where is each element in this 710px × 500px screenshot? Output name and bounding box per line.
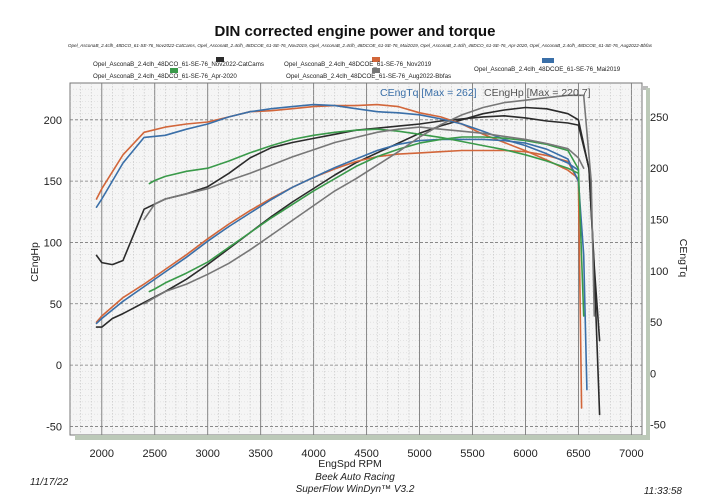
legend-label: Opel_AsconaB_2.4clh_48DCO_61-SE-76_Nov20… [93,61,264,68]
y-tick-label: 150 [44,176,62,188]
x-tick-label: 3500 [248,448,272,460]
series-4-torque-line [148,128,580,185]
x-tick-label: 6000 [513,448,537,460]
legend-label: Opel_AsconaB_2.4clh_48DCOE_61-SE-76_Aug2… [286,73,451,80]
grid [70,83,642,435]
y2-tick-label: 100 [650,266,668,278]
plot-background [69,82,650,440]
y2-tick-label: 150 [650,214,668,226]
y2-tick-label: 250 [650,112,668,124]
series-2-power-line [95,149,583,409]
footer-date: 11/17/22 [30,477,69,488]
series-3-torque-line [95,103,580,208]
power-max-label: CEngHp [Max = 220.7] [484,87,591,99]
legend-entry-1: Opel_AsconaB_2.4clh_48DCO_61-SE-76_Nov20… [93,57,264,68]
x-tick-label: 2000 [90,448,114,460]
x-tick-label: 4500 [354,448,378,460]
series-5-torque-line [143,126,585,221]
x-tick-label: 4000 [301,448,325,460]
y2-tick-label: -50 [650,420,666,432]
y-axis-label: CEngHp [29,242,41,282]
chart-title: DIN corrected engine power and torque [215,23,496,40]
legend-entry-5: Opel_AsconaB_2.4clh_48DCOE_61-SE-76_Aug2… [286,68,451,80]
y-tick-label: 200 [44,115,62,127]
y2-axis-label: CEngTq [677,239,689,278]
series-lines [95,94,601,416]
footer-company: Beek Auto Racing [315,472,395,483]
footer-time: 11:33:58 [644,486,683,497]
tick-labels: 2000 2500 3000 3500 4000 4500 5000 5500 6000 6500… [44,112,669,460]
legend-swatch [170,68,178,73]
legend: Opel_AsconaB_2.4clh_48DCO_61-SE-76_Nov20… [93,57,621,80]
series-3-power-line [95,138,588,391]
torque-max-label: CEngTq [Max = 262] [380,87,477,99]
legend-entry-4: Opel_AsconaB_2.4clh_48DCO_61-SE-76_Apr-2… [93,68,237,80]
x-tick-label: 3000 [195,448,219,460]
footer-software: SuperFlow WinDyn™ V3.2 [296,484,415,495]
x-tick-label: 2500 [142,448,166,460]
legend-label: Opel_AsconaB_2.4clh_48DCO_61-SE-76_Apr-2… [93,73,237,80]
y-tick-label: 100 [44,237,62,249]
legend-entry-2: Opel_AsconaB_2.4clh_48DCOE_61-SE-76_Nov2… [284,57,432,68]
legend-label: Opel_AsconaB_2.4clh_48DCOE_61-SE-76_Nov2… [284,61,432,68]
legend-swatch [542,58,554,63]
y2-tick-label: 0 [650,368,656,380]
legend-swatch [216,57,224,62]
plot-shadow-edge [646,88,650,440]
chart-subtitle: Opel_AsconaB_2.4clh_48DCO_61-SE-76_Nov20… [68,43,653,48]
y2-tick-label: 200 [650,163,668,175]
x-axis-label: EngSpd RPM [318,458,382,470]
series-4-power-line [148,136,585,317]
legend-swatch [372,68,380,73]
x-tick-label: 7000 [619,448,643,460]
y-tick-label: 0 [56,360,62,372]
plot-area [69,82,643,436]
legend-entry-3: Opel_AsconaB_2.4clh_48DCOE_61-SE-76_Mai2… [474,58,621,73]
x-tick-label: 5000 [407,448,431,460]
y-tick-label: 50 [50,299,62,311]
legend-label: Opel_AsconaB_2.4clh_48DCOE_61-SE-76_Mai2… [474,66,621,73]
series-5-power-line [143,94,596,317]
x-tick-label: 5500 [460,448,484,460]
y-tick-label: -50 [46,421,62,433]
legend-swatch [372,57,380,62]
y2-tick-label: 50 [650,317,662,329]
plot-shadow-bottom [75,435,650,440]
x-tick-label: 6500 [566,448,590,460]
